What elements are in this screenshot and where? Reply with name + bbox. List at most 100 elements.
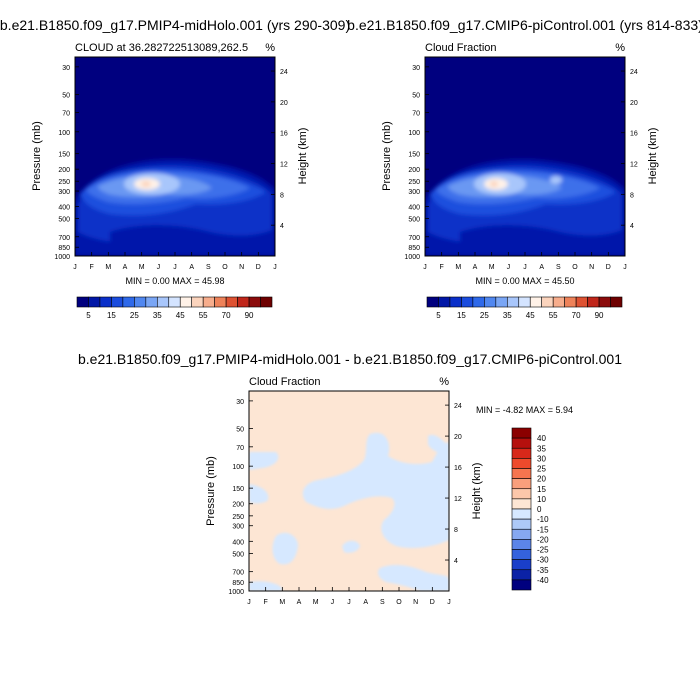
negative-region xyxy=(249,581,282,591)
colorbar-swatch xyxy=(88,296,101,308)
colorbar-swatch xyxy=(156,296,170,308)
colorbar-swatch xyxy=(511,559,532,571)
colorbar-swatch xyxy=(438,296,451,308)
colorbar-label: 55 xyxy=(199,311,208,320)
colorbar-label: -25 xyxy=(537,546,549,555)
colorbar-swatch xyxy=(511,478,532,490)
x-tick-label: S xyxy=(206,264,211,271)
colorbar-swatch xyxy=(511,569,532,581)
x-tick-label: F xyxy=(440,264,444,271)
colorbar-swatch xyxy=(575,296,588,308)
y-axis-label: Pressure (mb) xyxy=(205,456,217,526)
panel-title: b.e21.B1850.f09_g17.PMIP4-midHolo.001 (y… xyxy=(0,17,350,33)
y-tick-label: 700 xyxy=(232,570,244,577)
y-tick-label: 70 xyxy=(236,445,244,452)
panel-units: % xyxy=(265,42,275,54)
y-right-tick-label: 20 xyxy=(630,100,638,107)
colorbar-swatch xyxy=(225,296,238,308)
negative-region xyxy=(428,434,449,456)
x-tick-label: F xyxy=(90,264,94,271)
colorbar-swatch xyxy=(111,296,124,308)
plot-area xyxy=(425,57,625,256)
colorbar-swatch xyxy=(76,296,89,308)
x-tick-label: J xyxy=(523,264,527,271)
plot-area xyxy=(75,57,275,256)
colorbar-swatch xyxy=(511,427,532,439)
colorbar-swatch xyxy=(426,296,439,308)
y-tick-label: 400 xyxy=(408,205,420,212)
y-tick-label: 200 xyxy=(58,167,70,174)
x-tick-label: A xyxy=(123,264,128,271)
minmax-label: MIN = 0.00 MAX = 45.50 xyxy=(475,276,574,286)
y-tick-label: 1000 xyxy=(404,254,420,261)
colorbar-swatch xyxy=(202,296,215,308)
y-tick-label: 700 xyxy=(408,235,420,242)
panel-title: b.e21.B1850.f09_g17.CMIP6-piControl.001 … xyxy=(347,17,700,33)
colorbar-abs-left: 5 15 25 35 45 55 70 90 xyxy=(76,296,273,320)
x-tick-label: J xyxy=(623,264,627,271)
colorbar-label: 35 xyxy=(537,444,546,453)
colorbar-swatch xyxy=(587,296,600,308)
colorbar-swatch xyxy=(461,296,474,308)
colorbar-swatch xyxy=(191,296,204,308)
y-tick-label: 100 xyxy=(58,130,70,137)
colorbar-swatch xyxy=(511,549,532,560)
cloud-core xyxy=(141,181,151,187)
x-tick-label: M xyxy=(455,264,461,271)
x-tick-label: J xyxy=(507,264,511,271)
colorbar-abs-right: 5 15 25 35 45 55 70 90 xyxy=(426,296,623,320)
colorbar-label: -40 xyxy=(537,576,549,585)
x-tick-label: D xyxy=(256,264,261,271)
y-right-tick-label: 20 xyxy=(280,100,288,107)
colorbar-swatch xyxy=(145,296,158,308)
y-right-tick-label: 4 xyxy=(630,223,634,230)
colorbar-swatch xyxy=(598,296,611,308)
cloud-core xyxy=(550,176,562,184)
panel-units: % xyxy=(615,42,625,54)
x-tick-label: N xyxy=(413,599,418,606)
colorbar-label: 55 xyxy=(549,311,558,320)
x-tick-label: D xyxy=(430,599,435,606)
colorbar-label: 5 xyxy=(436,311,441,320)
y-right-tick-label: 24 xyxy=(280,69,288,76)
colorbar-swatch xyxy=(134,296,147,308)
y-tick-label: 300 xyxy=(58,189,70,196)
colorbar-label: -35 xyxy=(537,566,549,575)
x-tick-label: J xyxy=(447,599,451,606)
y-tick-label: 50 xyxy=(412,92,420,99)
y-tick-label: 70 xyxy=(412,111,420,118)
x-tick-label: D xyxy=(606,264,611,271)
x-tick-label: O xyxy=(222,264,228,271)
y-tick-label: 150 xyxy=(408,152,420,159)
y-right-tick-label: 12 xyxy=(280,162,288,169)
cloud-band-low xyxy=(460,225,622,250)
x-tick-label: J xyxy=(247,599,251,606)
colorbar-swatch xyxy=(99,296,112,308)
colorbar-swatch xyxy=(511,498,532,510)
colorbar-label: 20 xyxy=(537,475,546,484)
colorbar-swatch xyxy=(495,296,508,308)
colorbar-swatch xyxy=(511,468,532,479)
y-tick-label: 500 xyxy=(232,551,244,558)
x-tick-label: F xyxy=(264,599,268,606)
y-tick-label: 1000 xyxy=(228,589,244,596)
colorbar-swatch xyxy=(610,296,623,308)
x-tick-label: O xyxy=(572,264,578,271)
cloud-core xyxy=(490,181,498,187)
colorbar-swatch xyxy=(511,528,532,540)
negative-region xyxy=(342,540,360,553)
colorbar-swatch xyxy=(506,296,520,308)
y-tick-label: 200 xyxy=(408,167,420,174)
y-tick-label: 300 xyxy=(232,524,244,531)
x-tick-label: A xyxy=(473,264,478,271)
panel-subtitle: Cloud Fraction xyxy=(425,42,497,54)
y-tick-label: 50 xyxy=(62,92,70,99)
x-tick-label: J xyxy=(347,599,351,606)
panel-subtitle: CLOUD at 36.282722513089,262.5 xyxy=(75,42,248,54)
panel-title: b.e21.B1850.f09_g17.PMIP4-midHolo.001 - … xyxy=(78,351,622,367)
y-right-tick-label: 8 xyxy=(454,527,458,534)
y-tick-label: 400 xyxy=(232,539,244,546)
y-tick-label: 100 xyxy=(232,464,244,471)
colorbar-label: 15 xyxy=(457,311,466,320)
x-tick-label: M xyxy=(279,599,285,606)
